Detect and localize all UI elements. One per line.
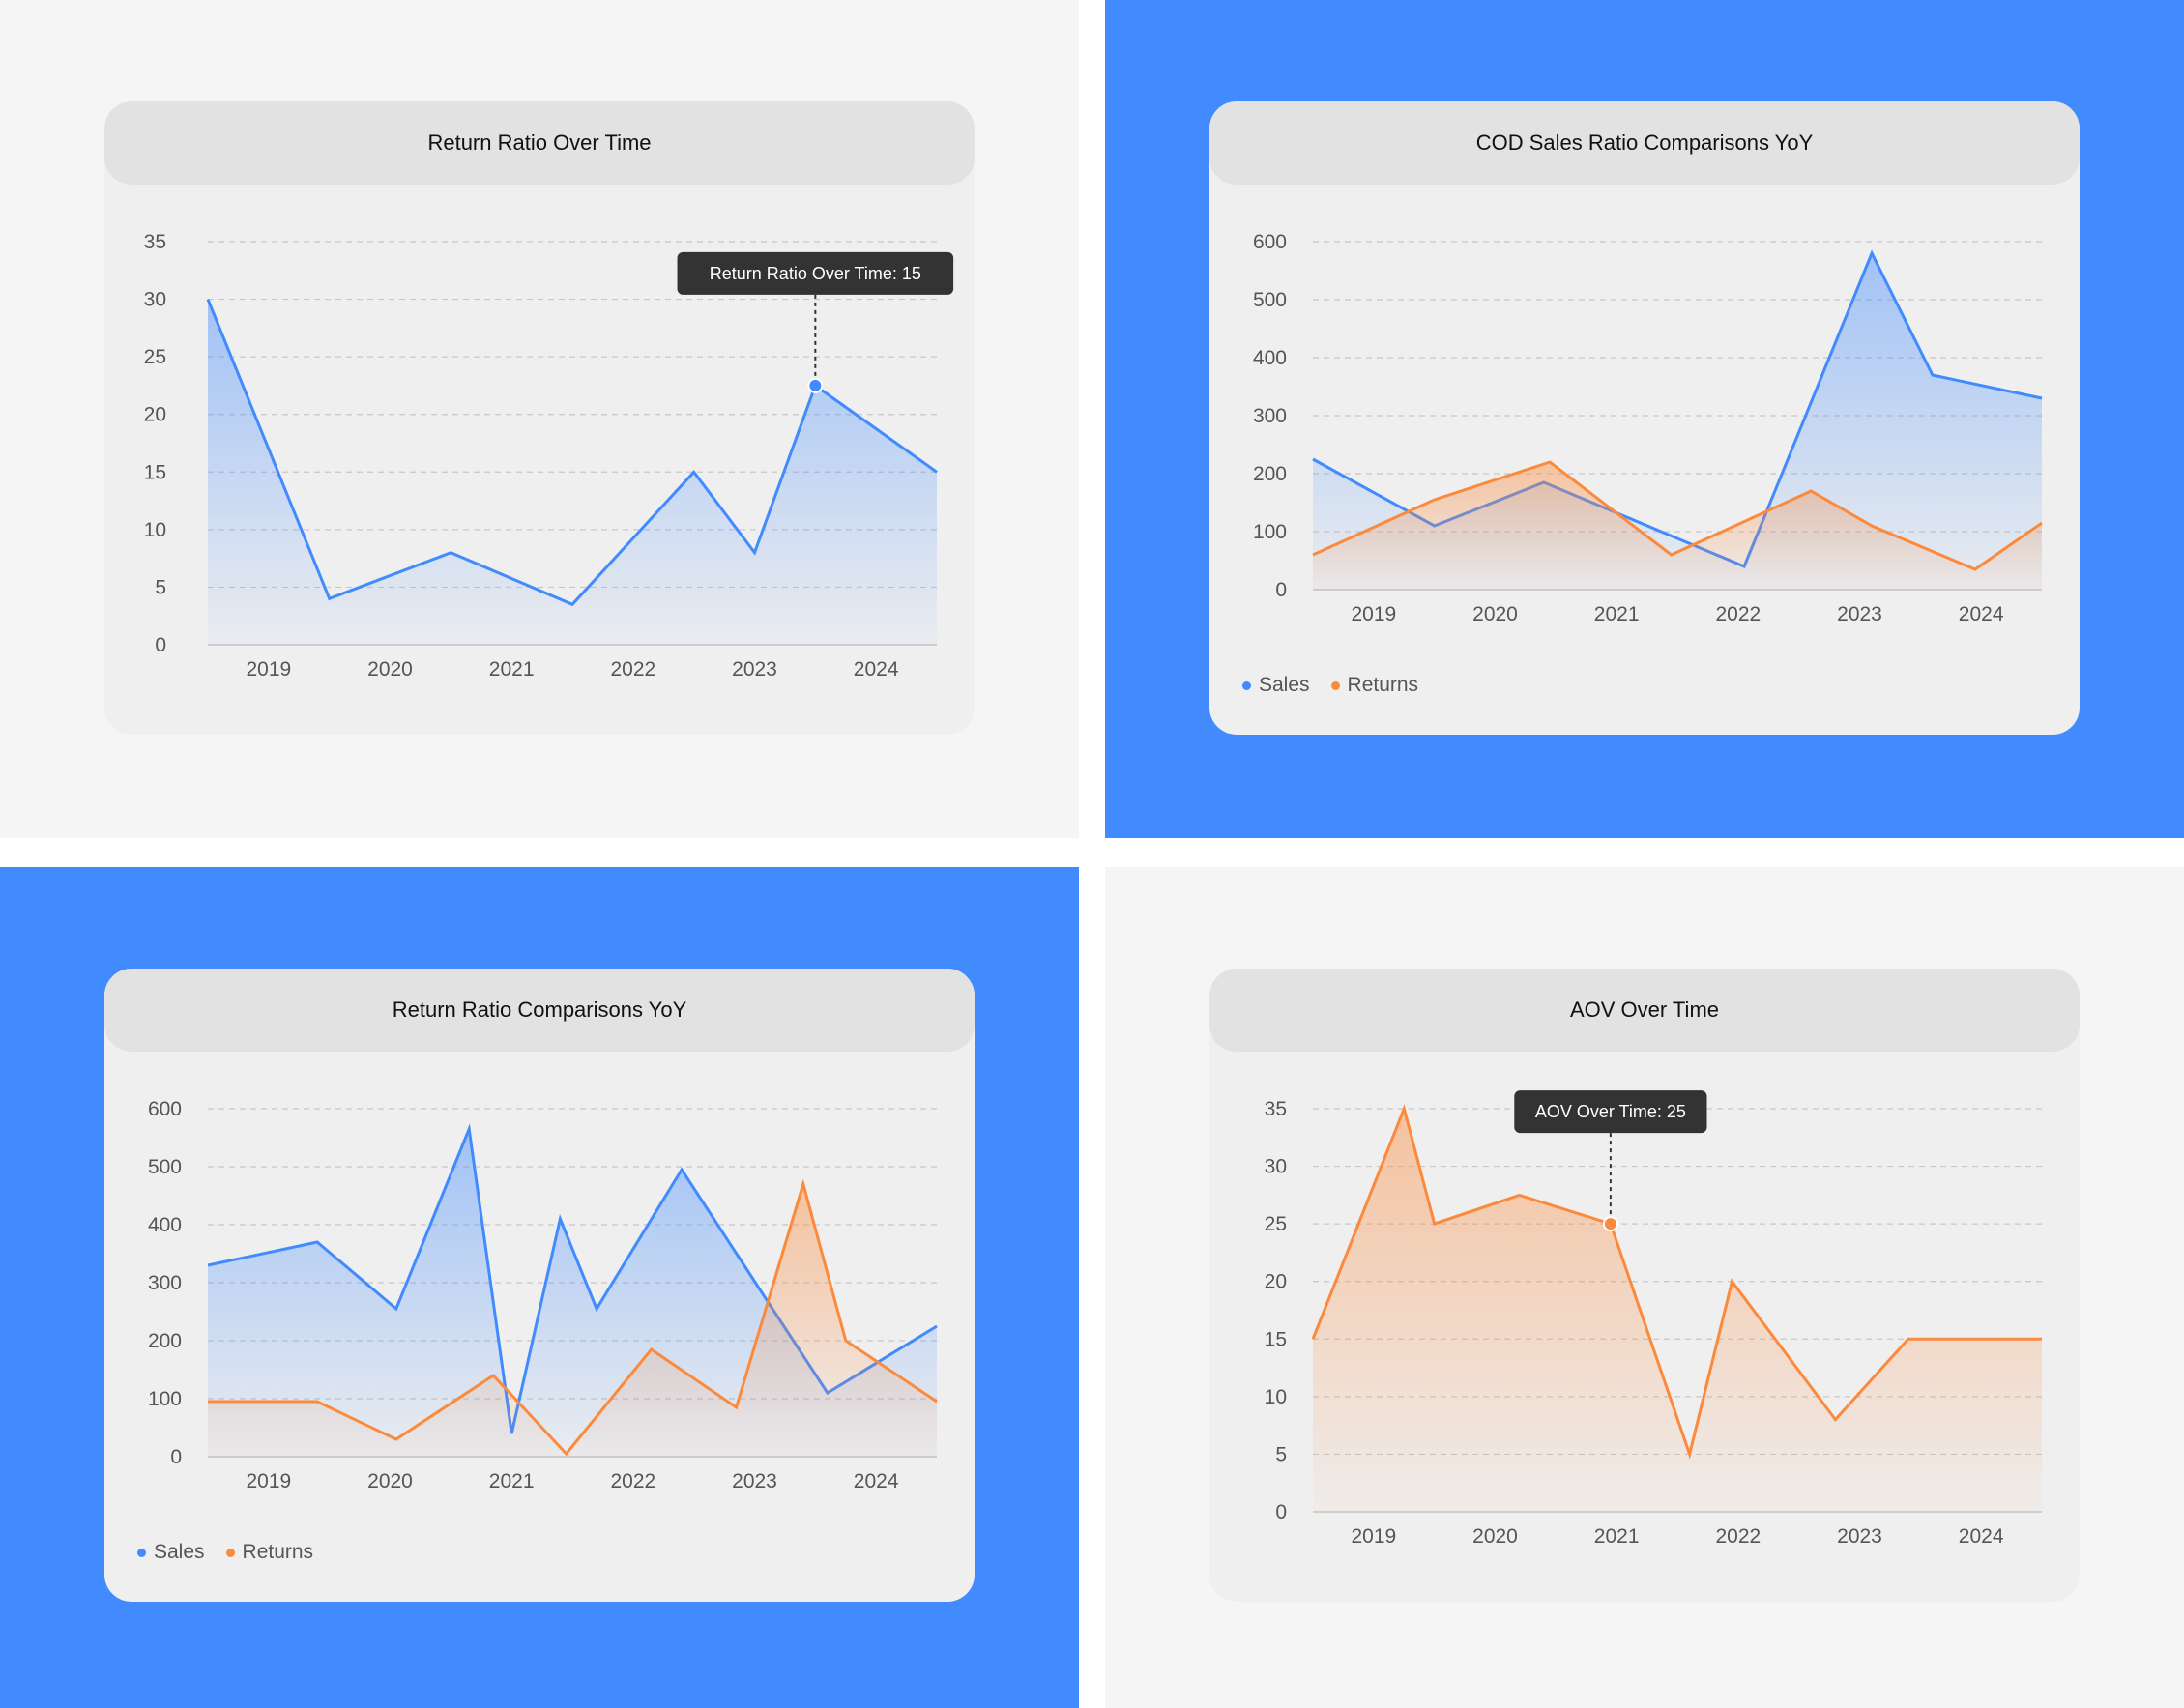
y-tick-label: 400 xyxy=(1253,347,1287,369)
series-line-returns xyxy=(1312,460,2043,571)
y-tick-label: 0 xyxy=(1275,579,1287,601)
x-tick-label: 2022 xyxy=(1715,1525,1761,1548)
x-tick-label: 2019 xyxy=(1351,603,1396,625)
x-tick-label: 2021 xyxy=(489,658,535,680)
y-tick-label: 30 xyxy=(1265,1156,1287,1178)
legend-dot-icon xyxy=(225,1548,235,1557)
series-line-returns xyxy=(208,1178,938,1457)
x-tick-label: 2020 xyxy=(1472,603,1518,625)
legend-item-returns[interactable]: Returns xyxy=(1330,674,1419,697)
y-tick-label: 10 xyxy=(144,519,166,541)
chart-card: Return Ratio Over Time 0 5 10 15 20 25 30 35 201… xyxy=(104,101,975,735)
y-tick-label: 600 xyxy=(148,1098,182,1120)
legend-item-returns[interactable]: Returns xyxy=(225,1541,314,1564)
y-tick-label: 400 xyxy=(148,1214,182,1236)
y-tick-label: 10 xyxy=(1265,1386,1287,1408)
chart-title: COD Sales Ratio Comparisons YoY xyxy=(1209,101,2080,185)
chart-title: Return Ratio Comparisons YoY xyxy=(104,969,975,1052)
panel-aov-over-time: AOV Over Time 0 5 10 15 20 25 30 35 2019 2020 2021… xyxy=(1105,867,2184,1708)
x-tick-label: 2022 xyxy=(610,1470,655,1492)
x-tick-label: 2022 xyxy=(1715,603,1761,625)
x-tick-label: 2019 xyxy=(1351,1525,1396,1548)
panel-return-ratio-comparisons: Return Ratio Comparisons YoY 0 100 200 300 4… xyxy=(0,867,1079,1708)
panel-cod-sales-ratio: COD Sales Ratio Comparisons YoY 0 100 200 3… xyxy=(1105,0,2184,838)
y-tick-label: 20 xyxy=(1265,1271,1287,1293)
legend-label: Sales xyxy=(154,1541,205,1563)
legend-dot-icon xyxy=(1242,680,1251,690)
y-tick-label: 20 xyxy=(144,404,166,426)
series-line-main xyxy=(1311,1104,2042,1460)
tooltip-label: Return Ratio Over Time: 15 xyxy=(710,264,921,283)
y-tick-label: 0 xyxy=(170,1446,182,1468)
x-tick-label: 2021 xyxy=(1594,1525,1640,1548)
y-tick-label: 5 xyxy=(1275,1443,1287,1465)
x-tick-label: 2024 xyxy=(1959,603,2004,625)
y-tick-label: 15 xyxy=(1265,1328,1287,1350)
x-tick-label: 2023 xyxy=(1837,1525,1882,1548)
y-tick-label: 5 xyxy=(155,576,166,598)
legend-dot-icon xyxy=(137,1548,146,1557)
x-tick-label: 2019 xyxy=(246,658,291,680)
y-tick-label: 35 xyxy=(1265,1098,1287,1120)
chart-card: AOV Over Time 0 5 10 15 20 25 30 35 2019 2020 2021… xyxy=(1209,969,2080,1602)
x-tick-label: 2020 xyxy=(367,658,413,680)
chart-card: Return Ratio Comparisons YoY 0 100 200 300 4… xyxy=(104,969,975,1602)
x-tick-label: 2021 xyxy=(489,1470,535,1492)
y-tick-label: 600 xyxy=(1253,231,1287,253)
y-tick-label: 25 xyxy=(1265,1213,1287,1235)
x-tick-label: 2019 xyxy=(246,1470,291,1492)
x-tick-label: 2023 xyxy=(732,658,777,680)
legend-item-sales[interactable]: Sales xyxy=(1242,674,1310,697)
tooltip-box xyxy=(1514,1090,1707,1134)
y-tick-label: 0 xyxy=(155,634,166,656)
legend-label: Returns xyxy=(1347,674,1419,696)
chart-legend: Sales Returns xyxy=(1242,674,1418,697)
highlight-point xyxy=(1602,1216,1618,1232)
y-tick-label: 0 xyxy=(1275,1501,1287,1523)
x-tick-label: 2024 xyxy=(1959,1525,2004,1548)
chart-plot[interactable]: 0 5 10 15 20 25 30 35 2019 2020 2021 2022 2023 2024 AO… xyxy=(1209,969,2080,1602)
tooltip-box xyxy=(677,251,954,295)
x-tick-label: 2020 xyxy=(367,1470,413,1492)
y-tick-label: 200 xyxy=(1253,463,1287,485)
panel-return-ratio-over-time: Return Ratio Over Time 0 5 10 15 20 25 30 35 201… xyxy=(0,0,1079,838)
series-line-main xyxy=(206,299,938,607)
chart-plot[interactable]: 0 100 200 300 400 500 600 2019 2020 2021 2022 2023 2… xyxy=(1209,101,2080,735)
y-tick-label: 30 xyxy=(144,289,166,311)
y-tick-label: 35 xyxy=(144,231,166,253)
x-tick-label: 2024 xyxy=(854,658,899,680)
chart-card: COD Sales Ratio Comparisons YoY 0 100 200 3… xyxy=(1209,101,2080,735)
y-tick-label: 25 xyxy=(144,346,166,368)
y-tick-label: 200 xyxy=(148,1330,182,1352)
chart-title: AOV Over Time xyxy=(1209,969,2080,1052)
y-tick-label: 500 xyxy=(148,1156,182,1178)
x-tick-label: 2020 xyxy=(1472,1525,1518,1548)
y-tick-label: 300 xyxy=(1253,405,1287,427)
y-tick-label: 100 xyxy=(148,1388,182,1410)
chart-plot[interactable]: 0 5 10 15 20 25 30 35 2019 2020 2021 2022 2023 2024 Re… xyxy=(104,101,975,735)
series-area-returns xyxy=(208,1184,937,1457)
chart-legend: Sales Returns xyxy=(137,1541,313,1564)
chart-plot[interactable]: 0 100 200 300 400 500 600 2019 2020 2021 2022 2023 2… xyxy=(104,969,975,1602)
y-tick-label: 15 xyxy=(144,461,166,483)
y-tick-label: 300 xyxy=(148,1272,182,1294)
legend-dot-icon xyxy=(1330,680,1340,690)
x-tick-label: 2021 xyxy=(1594,603,1640,625)
x-tick-label: 2023 xyxy=(732,1470,777,1492)
y-tick-label: 100 xyxy=(1253,521,1287,543)
highlight-point xyxy=(807,377,824,393)
tooltip-label: AOV Over Time: 25 xyxy=(1535,1102,1686,1121)
series-area-main xyxy=(208,299,937,645)
legend-label: Returns xyxy=(242,1541,314,1563)
legend-item-sales[interactable]: Sales xyxy=(137,1541,205,1564)
y-tick-label: 500 xyxy=(1253,289,1287,311)
x-tick-label: 2023 xyxy=(1837,603,1882,625)
legend-label: Sales xyxy=(1259,674,1310,696)
x-tick-label: 2024 xyxy=(854,1470,899,1492)
x-tick-label: 2022 xyxy=(610,658,655,680)
series-area-main xyxy=(1313,1109,2042,1512)
chart-title: Return Ratio Over Time xyxy=(104,101,975,185)
series-area-returns xyxy=(1313,462,2042,590)
